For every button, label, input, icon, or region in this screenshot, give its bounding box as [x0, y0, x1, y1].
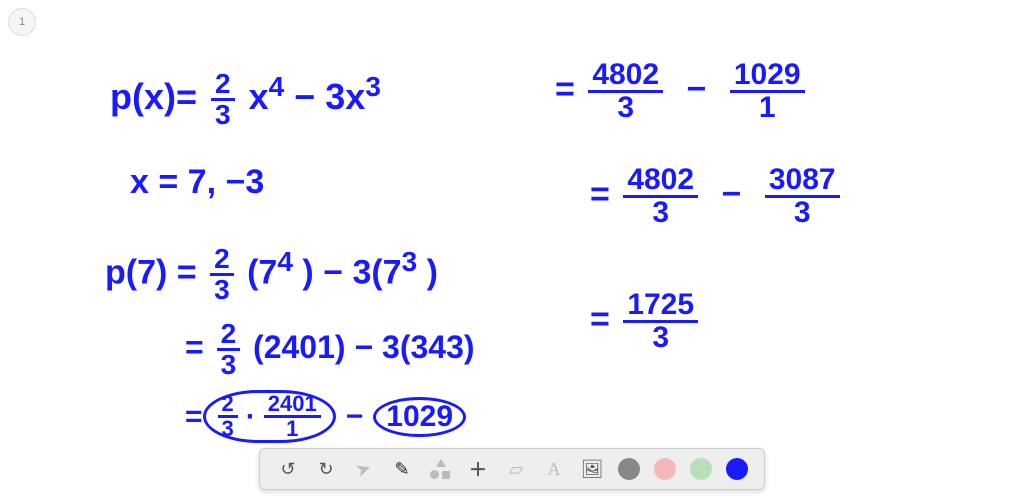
eq-line-1-left: p(x)= 2 3 x4 − 3x3: [110, 70, 381, 129]
eraser-icon: ▱: [509, 459, 523, 480]
fraction: 1029 1: [730, 60, 805, 123]
denominator: 3: [790, 198, 815, 228]
fraction: 2 3: [210, 245, 234, 304]
canvas: p(x)= 2 3 x4 − 3x3 = 4802 3 − 1029 1 x =…: [0, 0, 1024, 502]
fraction: 1725 3: [623, 290, 698, 353]
pen-button[interactable]: ✎: [390, 457, 414, 481]
undo-icon: ↺: [280, 459, 295, 480]
color-swatch-blue[interactable]: [726, 458, 748, 480]
plus-button[interactable]: ＋: [466, 457, 490, 481]
circled-group: 2 3 · 2401 1: [203, 390, 336, 443]
denominator: 3: [648, 323, 673, 353]
text: =: [185, 402, 203, 432]
pen-icon: ✎: [394, 459, 409, 480]
redo-button[interactable]: ↻: [314, 457, 338, 481]
denominator: 3: [210, 276, 234, 304]
color-swatch-gray[interactable]: [618, 458, 640, 480]
fraction: 2 3: [218, 393, 238, 440]
eq-line-1-right: = 4802 3 − 1029 1: [555, 60, 809, 123]
fraction: 4802 3: [623, 165, 698, 228]
numerator: 2: [218, 393, 238, 418]
denominator: 3: [211, 101, 235, 129]
text: −: [687, 70, 707, 108]
eq-line-4-left: = 2 3 (2401) − 3(343): [185, 320, 475, 379]
redo-icon: ↻: [318, 459, 333, 480]
image-button[interactable]: 🖼: [580, 457, 604, 481]
eq-line-5-left: = 2 3 · 2401 1 − 1029: [185, 390, 466, 443]
numerator: 4802: [623, 165, 698, 198]
text-button[interactable]: A: [542, 457, 566, 481]
shapes-icon: [430, 459, 450, 479]
text: =: [590, 175, 610, 213]
denominator: 3: [613, 93, 638, 123]
sup: 3: [365, 71, 381, 102]
eraser-button[interactable]: ▱: [504, 457, 528, 481]
text: x = 7, −3: [130, 163, 264, 201]
text: −: [722, 175, 742, 213]
text: ): [427, 253, 438, 291]
eq-line-2-left: x = 7, −3: [130, 165, 264, 199]
pointer-button[interactable]: ➤: [352, 457, 376, 481]
numerator: 3087: [765, 165, 840, 198]
text: −: [346, 402, 364, 432]
text: (2401) − 3(343): [253, 329, 474, 365]
circled-group: 1029: [373, 397, 466, 437]
text: p(x)=: [110, 76, 197, 117]
fraction: 2401 1: [264, 393, 321, 440]
eq-line-3-left: p(7) = 2 3 (74 ) − 3(73 ): [105, 245, 438, 304]
toolbar: ↺ ↻ ➤ ✎ ＋ ▱ A 🖼: [259, 448, 765, 490]
text: =: [590, 300, 610, 338]
sup: 3: [402, 246, 418, 277]
text: =: [555, 70, 575, 108]
image-icon: 🖼: [581, 459, 604, 480]
sup: 4: [269, 71, 285, 102]
numerator: 2: [217, 320, 241, 351]
numerator: 2: [211, 70, 235, 101]
text: − 3x: [294, 76, 365, 117]
plus-icon: ＋: [469, 456, 487, 482]
eq-line-2-right: = 4802 3 − 3087 3: [590, 165, 844, 228]
text: (7: [247, 253, 277, 291]
fraction: 2 3: [211, 70, 235, 129]
denominator: 1: [282, 418, 302, 440]
text: 1029: [386, 400, 453, 433]
text: x: [249, 76, 269, 117]
text: =: [185, 329, 204, 365]
denominator: 1: [755, 93, 780, 123]
undo-button[interactable]: ↺: [276, 457, 300, 481]
text: p(7) =: [105, 253, 197, 291]
color-swatch-green[interactable]: [690, 458, 712, 480]
numerator: 4802: [588, 60, 663, 93]
text-icon: A: [548, 459, 561, 480]
denominator: 3: [648, 198, 673, 228]
numerator: 2: [210, 245, 234, 276]
fraction: 4802 3: [588, 60, 663, 123]
text: ) − 3(7: [302, 253, 401, 291]
pointer-icon: ➤: [353, 457, 374, 482]
fraction: 2 3: [217, 320, 241, 379]
text: ·: [246, 402, 256, 432]
sup: 4: [277, 246, 293, 277]
eq-line-3-right: = 1725 3: [590, 290, 702, 353]
denominator: 3: [217, 351, 241, 379]
numerator: 1029: [730, 60, 805, 93]
color-swatch-pink[interactable]: [654, 458, 676, 480]
denominator: 3: [218, 418, 238, 440]
fraction: 3087 3: [765, 165, 840, 228]
numerator: 1725: [623, 290, 698, 323]
numerator: 2401: [264, 393, 321, 418]
shapes-button[interactable]: [428, 457, 452, 481]
